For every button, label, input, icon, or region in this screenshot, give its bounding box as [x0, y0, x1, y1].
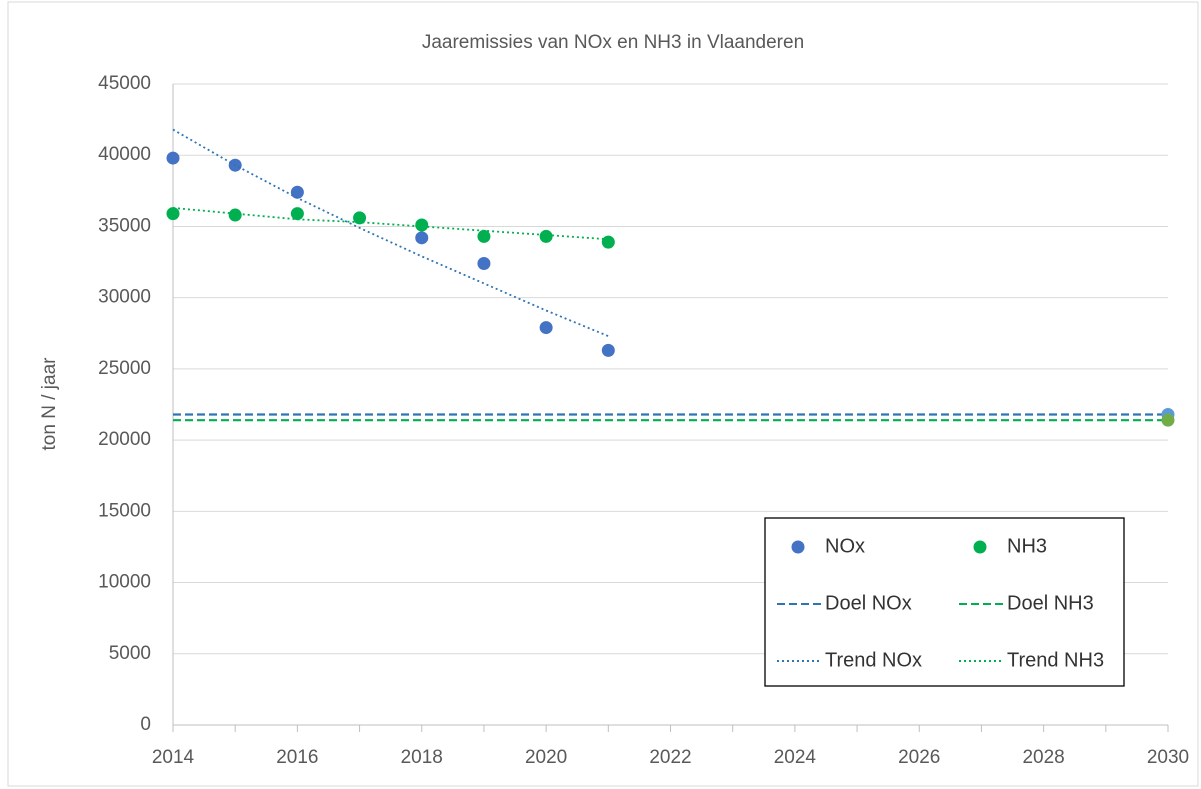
- legend-label: Doel NH3: [1007, 592, 1094, 614]
- x-tick-label: 2030: [1147, 747, 1189, 768]
- y-tick-label: 40000: [98, 144, 151, 165]
- y-tick-label: 35000: [98, 215, 151, 236]
- y-tick-label: 5000: [109, 643, 151, 664]
- x-tick-label: 2026: [898, 747, 940, 768]
- y-tick-label: 30000: [98, 287, 151, 308]
- y-tick-label: 45000: [98, 73, 151, 94]
- y-tick-label: 20000: [98, 429, 151, 450]
- x-tick-label: 2016: [276, 747, 318, 768]
- x-tick-label: 2018: [401, 747, 443, 768]
- data-point: [601, 343, 615, 357]
- y-tick-label: 10000: [98, 572, 151, 593]
- data-point: [166, 151, 180, 165]
- data-point: [290, 185, 304, 199]
- legend-label: Trend NOx: [825, 649, 922, 671]
- data-point: [415, 218, 429, 232]
- series-line: [172, 128, 609, 337]
- chart-title: Jaaremissies van NOx en NH3 in Vlaandere…: [422, 32, 804, 53]
- legend-label: Doel NOx: [825, 592, 912, 614]
- x-tick-label: 2024: [774, 747, 817, 768]
- y-axis-label: ton N / jaar: [39, 357, 60, 451]
- legend-label: NH3: [1007, 535, 1047, 557]
- data-point: [539, 321, 553, 335]
- data-point: [166, 207, 180, 221]
- x-tick-label: 2020: [525, 747, 567, 768]
- y-tick-label: 15000: [98, 500, 151, 521]
- data-point: [539, 229, 553, 243]
- legend-marker: [973, 540, 987, 554]
- legend-label: NOx: [825, 535, 865, 557]
- data-point: [477, 229, 491, 243]
- legend-marker: [791, 540, 805, 554]
- data-point: [290, 207, 304, 221]
- data-point: [601, 235, 615, 249]
- y-tick-label: 25000: [98, 358, 151, 379]
- legend-label: Trend NH3: [1007, 649, 1104, 671]
- legend-box: [764, 517, 1125, 687]
- data-point: [228, 208, 242, 222]
- x-tick-label: 2022: [649, 747, 691, 768]
- data-point: [353, 211, 367, 225]
- data-point: [415, 231, 429, 245]
- x-tick-label: 2014: [152, 747, 195, 768]
- target-point: [1161, 413, 1175, 427]
- data-point: [477, 256, 491, 270]
- y-tick-label: 0: [140, 714, 151, 735]
- x-tick-label: 2028: [1022, 747, 1064, 768]
